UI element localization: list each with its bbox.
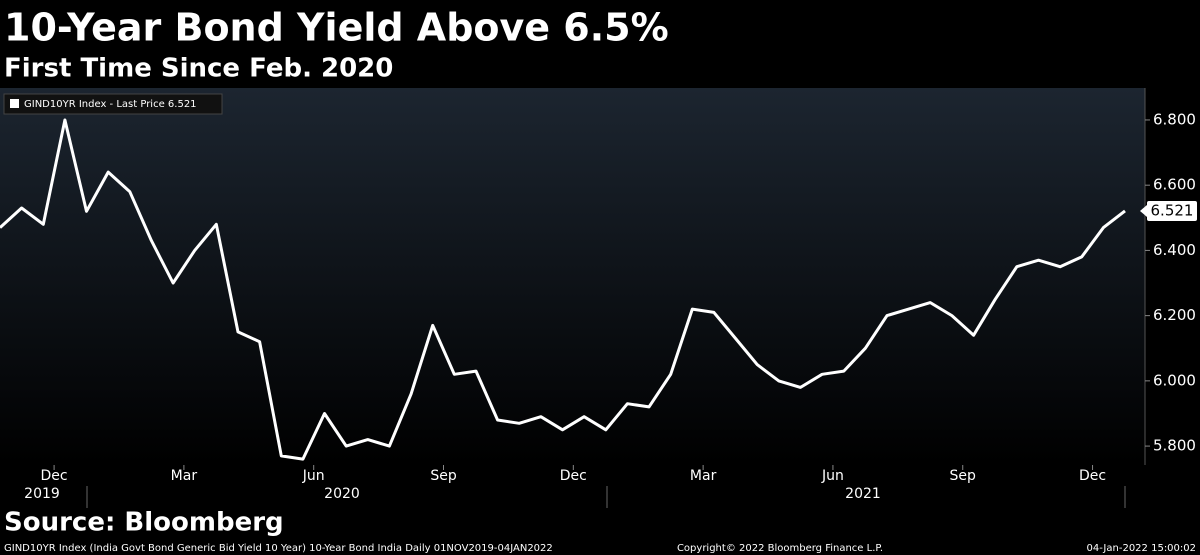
x-tick-label: Mar xyxy=(171,468,198,484)
chart-title: 10-Year Bond Yield Above 6.5% xyxy=(4,6,669,50)
x-tick-label: Mar xyxy=(690,468,717,484)
x-tick-label: Jun xyxy=(302,468,325,484)
x-tick-label: Dec xyxy=(1079,468,1106,484)
x-tick-label: Sep xyxy=(430,468,457,484)
legend-label: GIND10YR Index - Last Price 6.521 xyxy=(24,99,197,110)
x-tick-label: Jun xyxy=(821,468,844,484)
footer-right: 04-Jan-2022 15:00:02 xyxy=(1087,543,1196,554)
last-price-label: 6.521 xyxy=(1151,201,1194,219)
legend-box xyxy=(3,93,223,115)
x-tick-label: Dec xyxy=(41,468,68,484)
source: Source: Bloomberg xyxy=(4,508,284,538)
line xyxy=(0,118,1126,461)
y-tick-label: 6.800 xyxy=(1153,110,1196,128)
year-label: 2021 xyxy=(845,486,881,502)
footer-left: GIND10YR Index (India Govt Bond Generic … xyxy=(4,543,553,554)
x-tick-label: Sep xyxy=(950,468,977,484)
y-tick-label: 5.800 xyxy=(1153,437,1196,455)
y-tick-label: 6.000 xyxy=(1153,371,1196,389)
chart-subtitle: First Time Since Feb. 2020 xyxy=(4,54,393,84)
year-label: 2019 xyxy=(24,486,60,502)
plot-area xyxy=(0,88,1145,465)
year-label: 2020 xyxy=(324,486,360,502)
x-axis-area xyxy=(0,465,1145,510)
y-tick-label: 6.600 xyxy=(1153,176,1196,194)
x-tick-label: Dec xyxy=(560,468,587,484)
footer-center: Copyright© 2022 Bloomberg Finance L.P. xyxy=(677,543,883,554)
last-price-pointer xyxy=(1140,204,1147,217)
legend-swatch xyxy=(10,99,19,108)
y-tick-label: 6.400 xyxy=(1153,241,1196,259)
last-price-box xyxy=(1147,200,1197,221)
y-tick-label: 6.200 xyxy=(1153,306,1196,324)
